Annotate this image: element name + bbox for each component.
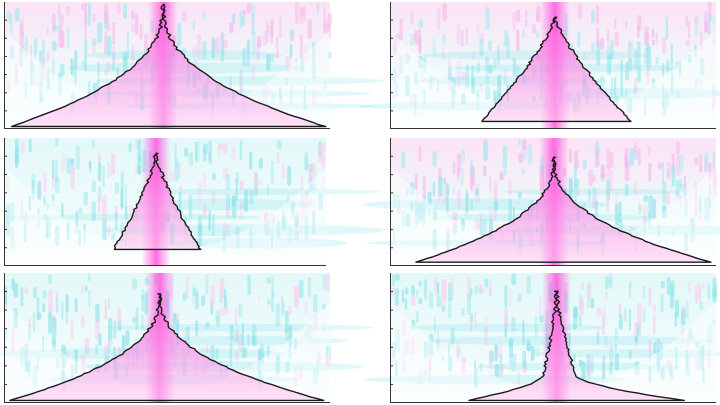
scalogram-middle-left xyxy=(0,138,386,266)
significance-fill xyxy=(11,4,326,127)
significance-fill xyxy=(415,157,711,263)
scalogram-middle-right xyxy=(362,138,720,266)
panel-axes xyxy=(390,273,716,403)
scalogram-top-left xyxy=(4,2,384,129)
significance-contour xyxy=(481,16,632,123)
scalogram-middle-right-svg xyxy=(362,138,720,266)
panel-axes xyxy=(390,138,716,266)
significance-contour xyxy=(415,156,712,263)
significance-contour xyxy=(9,293,325,402)
scalogram-bottom-left xyxy=(0,273,373,403)
significance-fill xyxy=(9,293,324,401)
significance-fill xyxy=(114,153,201,250)
scalogram-top-left-svg xyxy=(4,2,384,129)
power-texture xyxy=(392,138,717,257)
power-texture xyxy=(4,273,331,392)
cone-of-influence xyxy=(4,166,326,266)
scalogram-top-right xyxy=(360,2,720,129)
panel-axes xyxy=(4,273,330,403)
panel-axes xyxy=(4,2,330,129)
cone-of-influence xyxy=(390,29,716,129)
cone-of-influence xyxy=(390,301,716,403)
significance-contour xyxy=(10,3,327,128)
scalogram-bottom-right xyxy=(364,273,720,403)
scalogram-bottom-left-svg xyxy=(0,273,373,403)
significance-fill xyxy=(469,291,685,401)
scalogram-top-right-svg xyxy=(360,2,720,129)
panel-axes xyxy=(4,138,326,266)
significance-contour xyxy=(113,152,202,251)
significance-fill xyxy=(481,17,631,122)
scalogram-middle-left-svg xyxy=(0,138,386,266)
significance-contour xyxy=(468,290,685,402)
scalogram-bottom-right-svg xyxy=(364,273,720,403)
panel-axes xyxy=(390,2,716,129)
